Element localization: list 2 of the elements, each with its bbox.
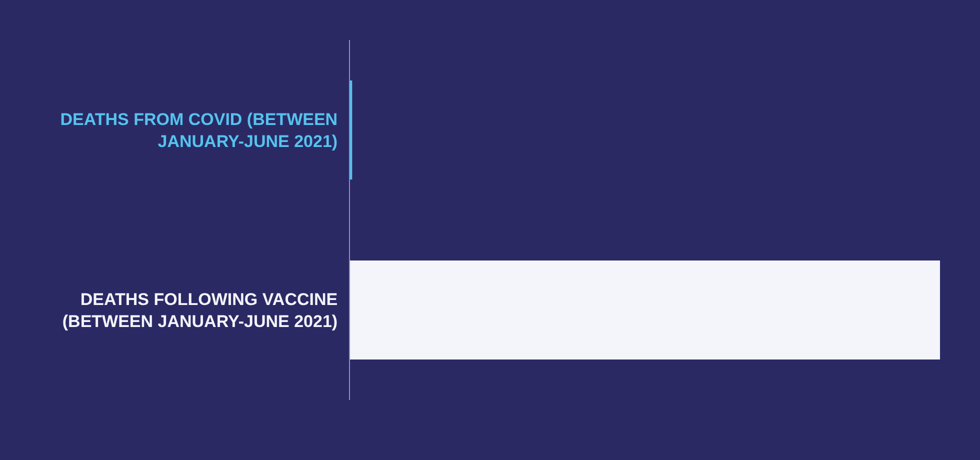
y-tick-label: DEATHS FOLLOWING VACCINE (BETWEEN JANUARY-JUNE 2021): [62, 290, 338, 331]
y-tick-label: DEATHS FROM COVID (BETWEEN JANUARY-JUNE 2021): [60, 110, 338, 151]
